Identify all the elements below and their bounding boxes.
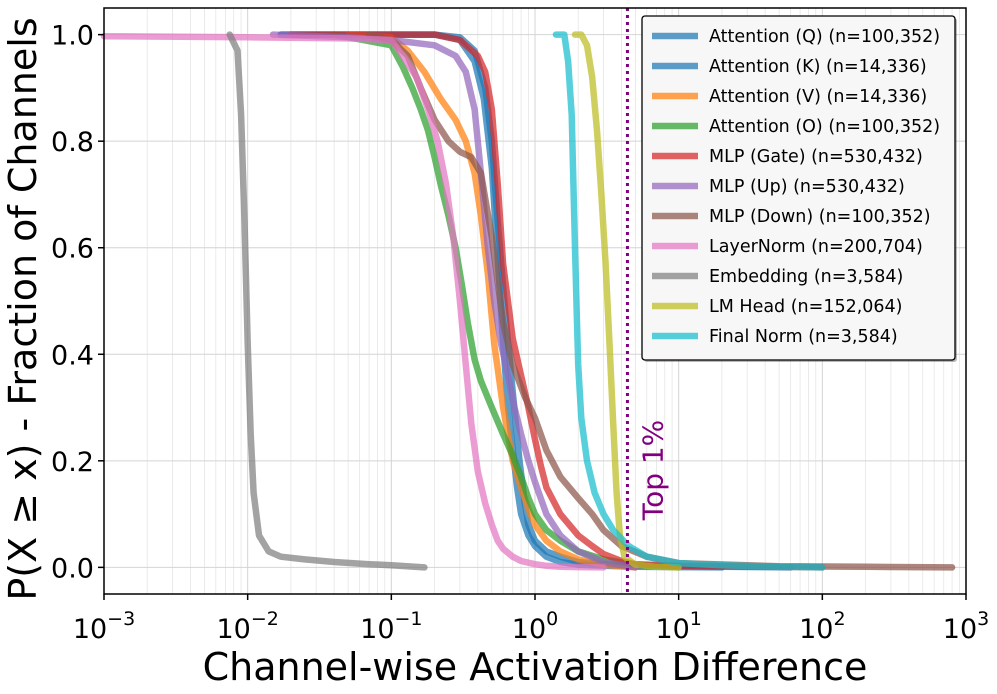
series-line xyxy=(269,31,639,571)
legend-entry: MLP (Down) (n=100,352) xyxy=(709,207,931,227)
y-axis-label: P(X ≥ x) - Fraction of Channels xyxy=(1,17,45,600)
legend-entry: LayerNorm (n=200,704) xyxy=(709,237,923,257)
legend-entry: Attention (Q) (n=100,352) xyxy=(709,27,940,47)
series-line xyxy=(287,31,826,571)
series-line xyxy=(571,31,682,571)
x-tick-label: 100 xyxy=(512,608,558,645)
top-percent-label: Top 1% xyxy=(636,420,669,522)
y-tick-label: 0.8 xyxy=(51,127,94,158)
legend-entry: LM Head (n=152,064) xyxy=(709,297,903,317)
x-tick-label: 101 xyxy=(655,608,701,645)
x-tick-label: 10−1 xyxy=(360,608,422,645)
annotations: Top 1% xyxy=(625,8,669,594)
series-line xyxy=(226,31,428,571)
legend-entry: MLP (Up) (n=530,432) xyxy=(709,177,905,197)
series-line xyxy=(330,31,682,571)
x-tick-label: 10−2 xyxy=(216,608,278,645)
x-tick-label: 10−3 xyxy=(73,608,135,645)
legend: Attention (Q) (n=100,352) Attention (K) (… xyxy=(641,15,957,362)
y-tick-label: 1.0 xyxy=(51,21,94,52)
y-tick-label: 0.0 xyxy=(51,553,94,584)
legend-box xyxy=(641,15,956,361)
x-tick-label: 103 xyxy=(943,608,989,645)
x-axis-label: Channel-wise Activation Difference xyxy=(203,645,868,689)
series-line xyxy=(552,31,826,571)
y-tick-label: 0.4 xyxy=(51,340,94,371)
series-line xyxy=(100,32,607,571)
legend-entry: Attention (V) (n=14,336) xyxy=(709,87,927,107)
x-tick-label: 102 xyxy=(799,608,845,645)
legend-entry: MLP (Gate) (n=530,432) xyxy=(709,147,923,167)
series-lines xyxy=(100,31,956,571)
legend-entry: Final Norm (n=3,584) xyxy=(709,327,898,347)
axis-ticks: 10−3 10−2 10−1 100 101 102 103 0.0 0.2 0.4 0.6 0.8 1… xyxy=(51,21,989,645)
y-tick-label: 0.6 xyxy=(51,234,94,265)
series-line xyxy=(344,31,639,571)
legend-entry: Embedding (n=3,584) xyxy=(709,267,903,287)
legend-entry: Attention (O) (n=100,352) xyxy=(709,117,940,137)
legend-entry: Attention (K) (n=14,336) xyxy=(709,57,927,77)
y-tick-label: 0.2 xyxy=(51,447,94,478)
